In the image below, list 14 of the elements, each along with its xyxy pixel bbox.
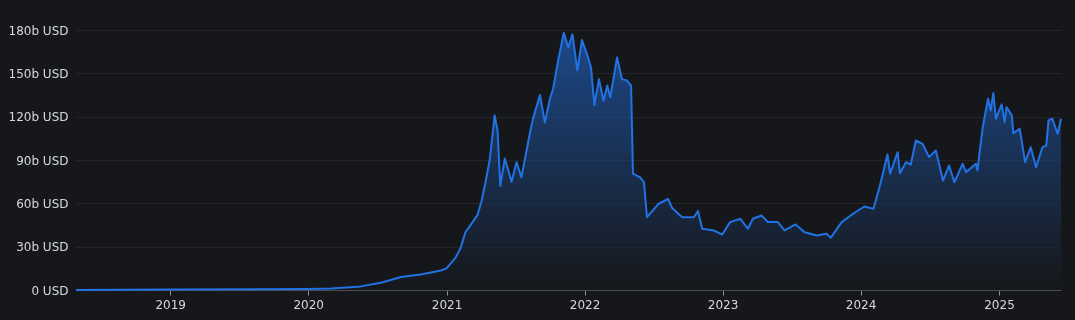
x-tick-label: 2021	[431, 297, 463, 312]
y-tick-label: 150b USD	[8, 66, 69, 81]
y-tick-label: 90b USD	[16, 153, 69, 168]
y-tick-label: 0 USD	[31, 283, 69, 298]
x-tick-label: 2025	[984, 297, 1015, 312]
x-tick-label: 2019	[155, 297, 186, 312]
y-tick-label: 60b USD	[16, 196, 69, 211]
y-tick-label: 120b USD	[8, 110, 69, 125]
x-tick-label: 2023	[707, 297, 739, 312]
x-tick-label: 2020	[293, 297, 324, 312]
x-tick-label: 2022	[569, 297, 601, 312]
y-tick-label: 30b USD	[16, 240, 69, 255]
x-tick-label: 2024	[845, 297, 877, 312]
y-tick-label: 180b USD	[8, 23, 69, 38]
